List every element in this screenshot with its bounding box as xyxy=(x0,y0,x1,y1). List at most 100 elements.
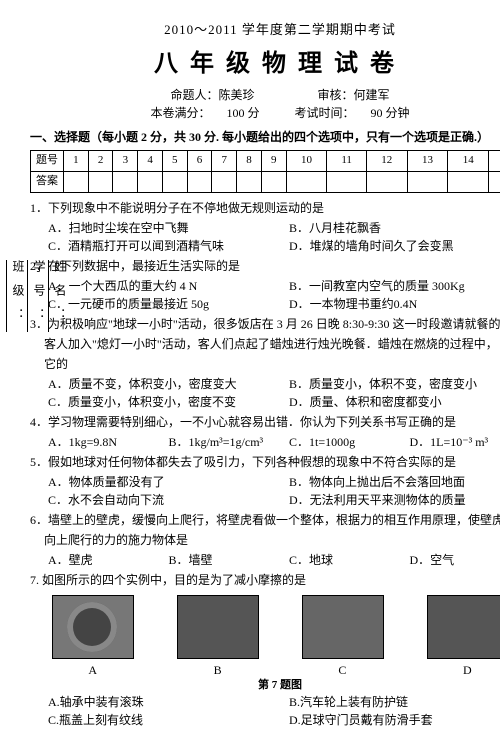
table-row-header: 题号 1 2 3 4 5 6 7 8 9 10 11 12 13 14 15 xyxy=(31,150,500,171)
col-num: 15 xyxy=(489,150,500,171)
fig-label-C: C xyxy=(338,661,346,679)
fig-label-A: A xyxy=(88,661,97,679)
fig-label-B: B xyxy=(214,661,222,679)
q6-opts: A．壁虎 B．墙壁 C．地球 D．空气 xyxy=(30,551,500,569)
q1-A: A．扫地时尘埃在空中飞舞 xyxy=(48,219,289,237)
q7-D: D.足球守门员戴有防滑手套 xyxy=(289,711,500,729)
sidebar-id: 学号： xyxy=(27,260,48,332)
row-label: 答案 xyxy=(31,171,64,192)
author-label: 命题人： xyxy=(170,86,218,104)
col-num: 7 xyxy=(212,150,237,171)
col-num: 2 xyxy=(88,150,113,171)
answer-cell xyxy=(212,171,237,192)
answer-cell xyxy=(407,171,448,192)
q4-B: B．1kg/m³=1g/cm³ xyxy=(169,433,290,451)
q7-fig-A xyxy=(52,595,134,659)
full-label: 本卷满分： xyxy=(150,104,210,122)
q7-opts: A.轴承中装有滚珠 C.瓶盖上刻有纹线 B.汽车轮上装有防护链 D.足球守门员戴… xyxy=(30,693,500,729)
reviewer: 何建军 xyxy=(354,86,390,104)
answer-cell xyxy=(162,171,187,192)
answer-table: 题号 1 2 3 4 5 6 7 8 9 10 11 12 13 14 15 答… xyxy=(30,150,500,193)
q3-stem3: 它的 xyxy=(30,355,500,373)
q3-A: A．质量不变，体积变小，密度变大 xyxy=(48,375,289,393)
answer-cell xyxy=(187,171,212,192)
full-score: 100 分 xyxy=(226,104,259,122)
q5-B: B．物体向上抛出后不会落回地面 xyxy=(289,473,500,491)
q2-opts: A．一个大西瓜的重大约 4 NB．一间教室内空气的质量 300Kg C．一元硬币… xyxy=(30,277,500,313)
q1-B: B．八月桂花飘香 xyxy=(289,219,500,237)
answer-cell xyxy=(64,171,89,192)
q3-B: B．质量变小，体积不变，密度变小 xyxy=(289,375,500,393)
time: 90 分钟 xyxy=(371,104,410,122)
q7-fig-B xyxy=(177,595,259,659)
q4-stem: 4．学习物理需要特别细心，一不小心就容易出错．你认为下列关系书写正确的是 xyxy=(30,413,500,431)
header-line1: 2010～2011 学年度第二学期期中考试 xyxy=(30,20,500,40)
q7-B: B.汽车轮上装有防护链 xyxy=(289,693,500,711)
answer-cell xyxy=(448,171,489,192)
col-num: 5 xyxy=(162,150,187,171)
q1-stem: 1．下列现象中不能说明分子在不停地做无规则运动的是 xyxy=(30,199,500,217)
q3-stem1: 3．为积极响应"地球一小时"活动，很多饭店在 3 月 26 日晚 8:30-9:… xyxy=(30,315,500,333)
q7-stem: 7. 如图所示的四个实例中，目的是为了减小摩擦的是 xyxy=(30,571,500,589)
q2-A: A．一个大西瓜的重大约 4 N xyxy=(48,277,289,295)
header-title: 八年级物理试卷 xyxy=(30,46,500,82)
author: 陈美珍 xyxy=(218,86,254,104)
q4-opts: A．1kg=9.8N B．1kg/m³=1g/cm³ C．1t=1000g D．… xyxy=(30,433,500,451)
q6-B: B．墙壁 xyxy=(169,551,290,569)
header-meta: 本卷满分： 100 分 考试时间： 90 分钟 xyxy=(30,104,500,122)
q4-A: A．1kg=9.8N xyxy=(48,433,169,451)
col-num: 9 xyxy=(261,150,286,171)
q2-stem: 2．在下列数据中，最接近生活实际的是 xyxy=(30,257,500,275)
row-label: 题号 xyxy=(31,150,64,171)
answer-cell xyxy=(261,171,286,192)
sidebar-class: 班级： xyxy=(6,260,27,332)
header-authors: 命题人：陈美珍 审核：何建军 xyxy=(30,86,500,104)
q1-D: D．堆煤的墙角时间久了会变黑 xyxy=(289,237,500,255)
q1-opts: A．扫地时尘埃在空中飞舞B．八月桂花飘香 C．酒精瓶打开可以闻到酒精气味D．堆煤… xyxy=(30,219,500,255)
col-num: 8 xyxy=(237,150,262,171)
section-1-title: 一、选择题（每小题 2 分，共 30 分. 每小题给出的四个选项中，只有一个选项… xyxy=(30,128,500,146)
q2-C: C．一元硬币的质量最接近 50g xyxy=(48,295,289,313)
q3-C: C．质量变小，体积变小，密度不变 xyxy=(48,393,289,411)
col-num: 6 xyxy=(187,150,212,171)
q1-C: C．酒精瓶打开可以闻到酒精气味 xyxy=(48,237,289,255)
col-num: 10 xyxy=(286,150,327,171)
reviewer-label: 审核： xyxy=(318,86,354,104)
q6-A: A．壁虎 xyxy=(48,551,169,569)
answer-cell xyxy=(327,171,367,192)
q6-stem2: 向上爬行的力的施力物体是 xyxy=(30,531,500,549)
answer-cell xyxy=(113,171,138,192)
q5-C: C．水不会自动向下流 xyxy=(48,491,289,509)
answer-cell xyxy=(138,171,163,192)
q6-D: D．空气 xyxy=(410,551,500,569)
q5-D: D．无法利用天平来测物体的质量 xyxy=(289,491,500,509)
q7-fig-D xyxy=(427,595,500,659)
q3-stem2: 客人加入"熄灯一小时"活动，客人们点起了蜡烛进行烛光晚餐．蜡烛在燃烧的过程中， xyxy=(30,335,500,353)
q4-C: C．1t=1000g xyxy=(289,433,410,451)
q7-figures xyxy=(30,595,500,659)
col-num: 4 xyxy=(138,150,163,171)
answer-cell xyxy=(88,171,113,192)
answer-cell xyxy=(366,171,407,192)
q5-A: A．物体质量都没有了 xyxy=(48,473,289,491)
col-num: 12 xyxy=(366,150,407,171)
q6-stem1: 6．墙壁上的壁虎，缓慢向上爬行，将壁虎看做一个整体，根据力的相互作用原理，使壁虎 xyxy=(30,511,500,529)
table-row-answer: 答案 xyxy=(31,171,500,192)
q2-B: B．一间教室内空气的质量 300Kg xyxy=(289,277,500,295)
q2-D: D．一本物理书重约0.4N xyxy=(289,295,500,313)
q5-stem: 5．假如地球对任何物体都失去了吸引力，下列各种假想的现象中不符合实际的是 xyxy=(30,453,500,471)
sidebar-name: 姓名： xyxy=(48,260,69,332)
sidebar: 姓名： 学号： 班级： xyxy=(6,260,69,362)
col-num: 13 xyxy=(407,150,448,171)
q3-opts: A．质量不变，体积变小，密度变大B．质量变小，体积不变，密度变小 C．质量变小，… xyxy=(30,375,500,411)
col-num: 1 xyxy=(64,150,89,171)
col-num: 14 xyxy=(448,150,489,171)
answer-cell xyxy=(237,171,262,192)
q5-opts: A．物体质量都没有了B．物体向上抛出后不会落回地面 C．水不会自动向下流D．无法… xyxy=(30,473,500,509)
q7-caption: 第 7 题图 xyxy=(30,677,500,694)
answer-cell xyxy=(489,171,500,192)
q7-C: C.瓶盖上刻有纹线 xyxy=(48,711,289,729)
q3-D: D．质量、体积和密度都变小 xyxy=(289,393,500,411)
time-label: 考试时间： xyxy=(295,104,355,122)
col-num: 3 xyxy=(113,150,138,171)
